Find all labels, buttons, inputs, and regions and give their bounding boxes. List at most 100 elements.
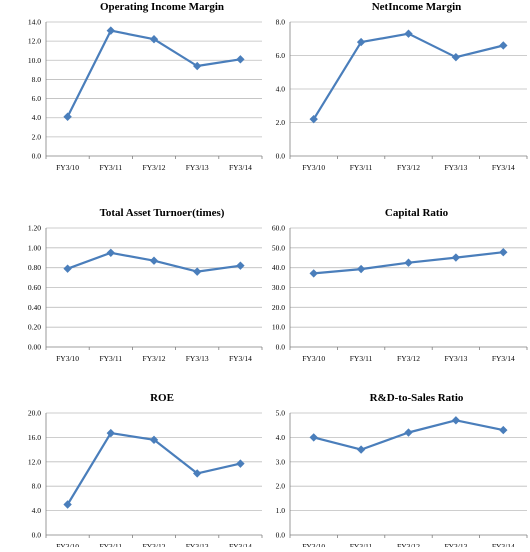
- x-tick-label: FY3/12: [143, 354, 166, 363]
- x-tick-label: FY3/12: [397, 163, 420, 172]
- y-tick-label: 8.0: [32, 482, 42, 491]
- chart-panel-4: Capital Ratio 0.0 10.0 20.0 30.0 40.0 50.0 60.0…: [272, 207, 528, 363]
- y-tick-label: 14.0: [28, 18, 41, 27]
- chart-title: R&D-to-Sales Ratio: [370, 392, 464, 404]
- series-line: [312, 32, 504, 120]
- x-tick-label: FY3/10: [56, 354, 79, 363]
- x-tick-label: FY3/13: [186, 542, 209, 547]
- y-tick-label: 0.00: [28, 343, 41, 352]
- y-tick-label: 6.0: [32, 94, 42, 103]
- x-tick-label: FY3/11: [99, 542, 122, 547]
- data-point: [309, 433, 318, 442]
- y-tick-label: 4.0: [32, 506, 42, 515]
- y-tick-label: 0.20: [28, 323, 41, 332]
- y-tick-label: 4.0: [276, 85, 286, 94]
- y-tick-label: 8.0: [32, 75, 42, 84]
- chart-panel-6: R&D-to-Sales Ratio 0.0 1.0 2.0 3.0 4.0 5.0 FY3/…: [276, 392, 528, 551]
- y-tick-label: 0.0: [276, 152, 286, 161]
- chart-title: Capital Ratio: [385, 207, 449, 219]
- y-tick-label: 0.60: [28, 283, 41, 292]
- x-tick-label: FY3/10: [302, 542, 325, 547]
- x-tick-label: FY3/13: [186, 163, 209, 172]
- x-tick-label: FY3/13: [186, 354, 209, 363]
- y-tick-label: 20.0: [272, 303, 285, 312]
- x-tick-label: FY3/12: [397, 354, 420, 363]
- data-point: [63, 112, 72, 121]
- x-tick-label: FY3/13: [444, 542, 467, 547]
- data-point: [356, 445, 366, 454]
- data-point: [236, 261, 245, 270]
- y-tick-label: 0.0: [276, 343, 286, 352]
- data-point: [63, 500, 72, 509]
- y-tick-label: 40.0: [272, 263, 285, 272]
- x-tick-label: FY3/12: [143, 163, 166, 172]
- chart-title: Total Asset Turnoer(times): [100, 207, 225, 219]
- x-tick-label: FY3/10: [302, 354, 325, 363]
- data-point: [193, 61, 202, 71]
- x-tick-label: FY3/14: [229, 163, 252, 172]
- x-tick-label: FY3/12: [397, 542, 420, 547]
- y-tick-label: 0.0: [32, 152, 42, 161]
- data-point: [106, 26, 115, 35]
- y-tick-label: 0.0: [32, 531, 42, 540]
- data-point: [309, 114, 318, 124]
- x-tick-label: FY3/11: [99, 163, 122, 172]
- y-tick-label: 0.40: [28, 303, 41, 312]
- chart-panel-3: Total Asset Turnoer(times) 0.00 0.20 0.40 0.…: [28, 207, 263, 363]
- data-point: [356, 264, 366, 274]
- y-tick-label: 2.0: [276, 482, 286, 491]
- y-tick-label: 1.20: [28, 224, 41, 233]
- x-tick-label: FY3/13: [444, 354, 467, 363]
- x-tick-label: FY3/11: [350, 163, 373, 172]
- x-tick-label: FY3/11: [350, 542, 373, 547]
- y-tick-label: 2.0: [276, 118, 286, 127]
- series-line: [66, 29, 241, 118]
- y-tick-label: 1.00: [28, 243, 41, 252]
- data-point: [451, 253, 461, 262]
- y-tick-label: 50.0: [272, 243, 285, 252]
- data-point: [149, 256, 159, 265]
- x-tick-label: FY3/14: [492, 354, 515, 363]
- x-tick-label: FY3/10: [302, 163, 325, 172]
- data-point: [106, 428, 115, 438]
- y-tick-label: 1.0: [276, 506, 286, 515]
- data-point: [356, 37, 366, 47]
- data-point: [106, 248, 115, 257]
- x-tick-label: FY3/14: [229, 542, 252, 547]
- y-tick-label: 8.0: [276, 18, 286, 27]
- x-tick-label: FY3/10: [56, 542, 79, 547]
- y-tick-label: 4.0: [32, 113, 42, 122]
- x-tick-label: FY3/14: [492, 542, 515, 547]
- x-tick-label: FY3/11: [99, 354, 122, 363]
- data-point: [193, 267, 202, 276]
- data-point: [451, 416, 461, 425]
- y-tick-label: 4.0: [276, 433, 286, 442]
- x-tick-label: FY3/11: [350, 354, 373, 363]
- chart-title: ROE: [150, 392, 174, 404]
- x-tick-label: FY3/14: [229, 354, 252, 363]
- y-tick-label: 12.0: [28, 37, 41, 46]
- data-point: [451, 52, 461, 62]
- chart-panel-5: ROE 0.0 4.0 8.0 12.0 16.0 20.0 FY3/10 FY3/11 FY3/…: [28, 392, 263, 551]
- x-tick-label: FY3/12: [143, 542, 166, 547]
- y-tick-label: 16.0: [28, 433, 41, 442]
- y-tick-label: 60.0: [272, 224, 285, 233]
- data-point: [63, 264, 72, 273]
- y-tick-label: 2.0: [32, 132, 42, 141]
- data-point: [309, 269, 318, 278]
- y-tick-label: 5.0: [276, 409, 286, 418]
- data-point: [236, 459, 245, 468]
- y-tick-label: 10.0: [272, 323, 285, 332]
- data-point: [149, 435, 159, 445]
- chart-title: NetIncome Margin: [372, 1, 462, 13]
- chart-panel-2: NetIncome Margin 0.0 2.0 4.0 6.0 8.0 FY3/10 FY3…: [276, 1, 528, 172]
- y-tick-label: 6.0: [276, 51, 286, 60]
- data-point: [499, 247, 508, 257]
- y-tick-label: 0.0: [276, 531, 286, 540]
- y-tick-label: 3.0: [276, 457, 286, 466]
- data-point: [499, 425, 508, 435]
- data-point: [404, 29, 413, 38]
- chart-title: Operating Income Margin: [100, 1, 224, 13]
- data-point: [404, 428, 413, 437]
